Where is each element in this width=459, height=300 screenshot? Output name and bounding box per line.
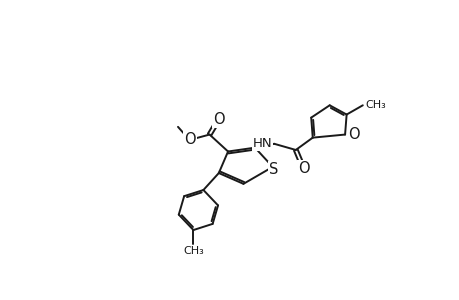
Text: CH₃: CH₃ (183, 246, 203, 256)
Text: O: O (347, 127, 359, 142)
Text: O: O (213, 112, 224, 127)
Text: CH₃: CH₃ (364, 100, 385, 110)
Text: O: O (183, 133, 195, 148)
Text: S: S (268, 162, 278, 177)
Text: O: O (297, 161, 308, 176)
Text: HN: HN (252, 137, 272, 150)
